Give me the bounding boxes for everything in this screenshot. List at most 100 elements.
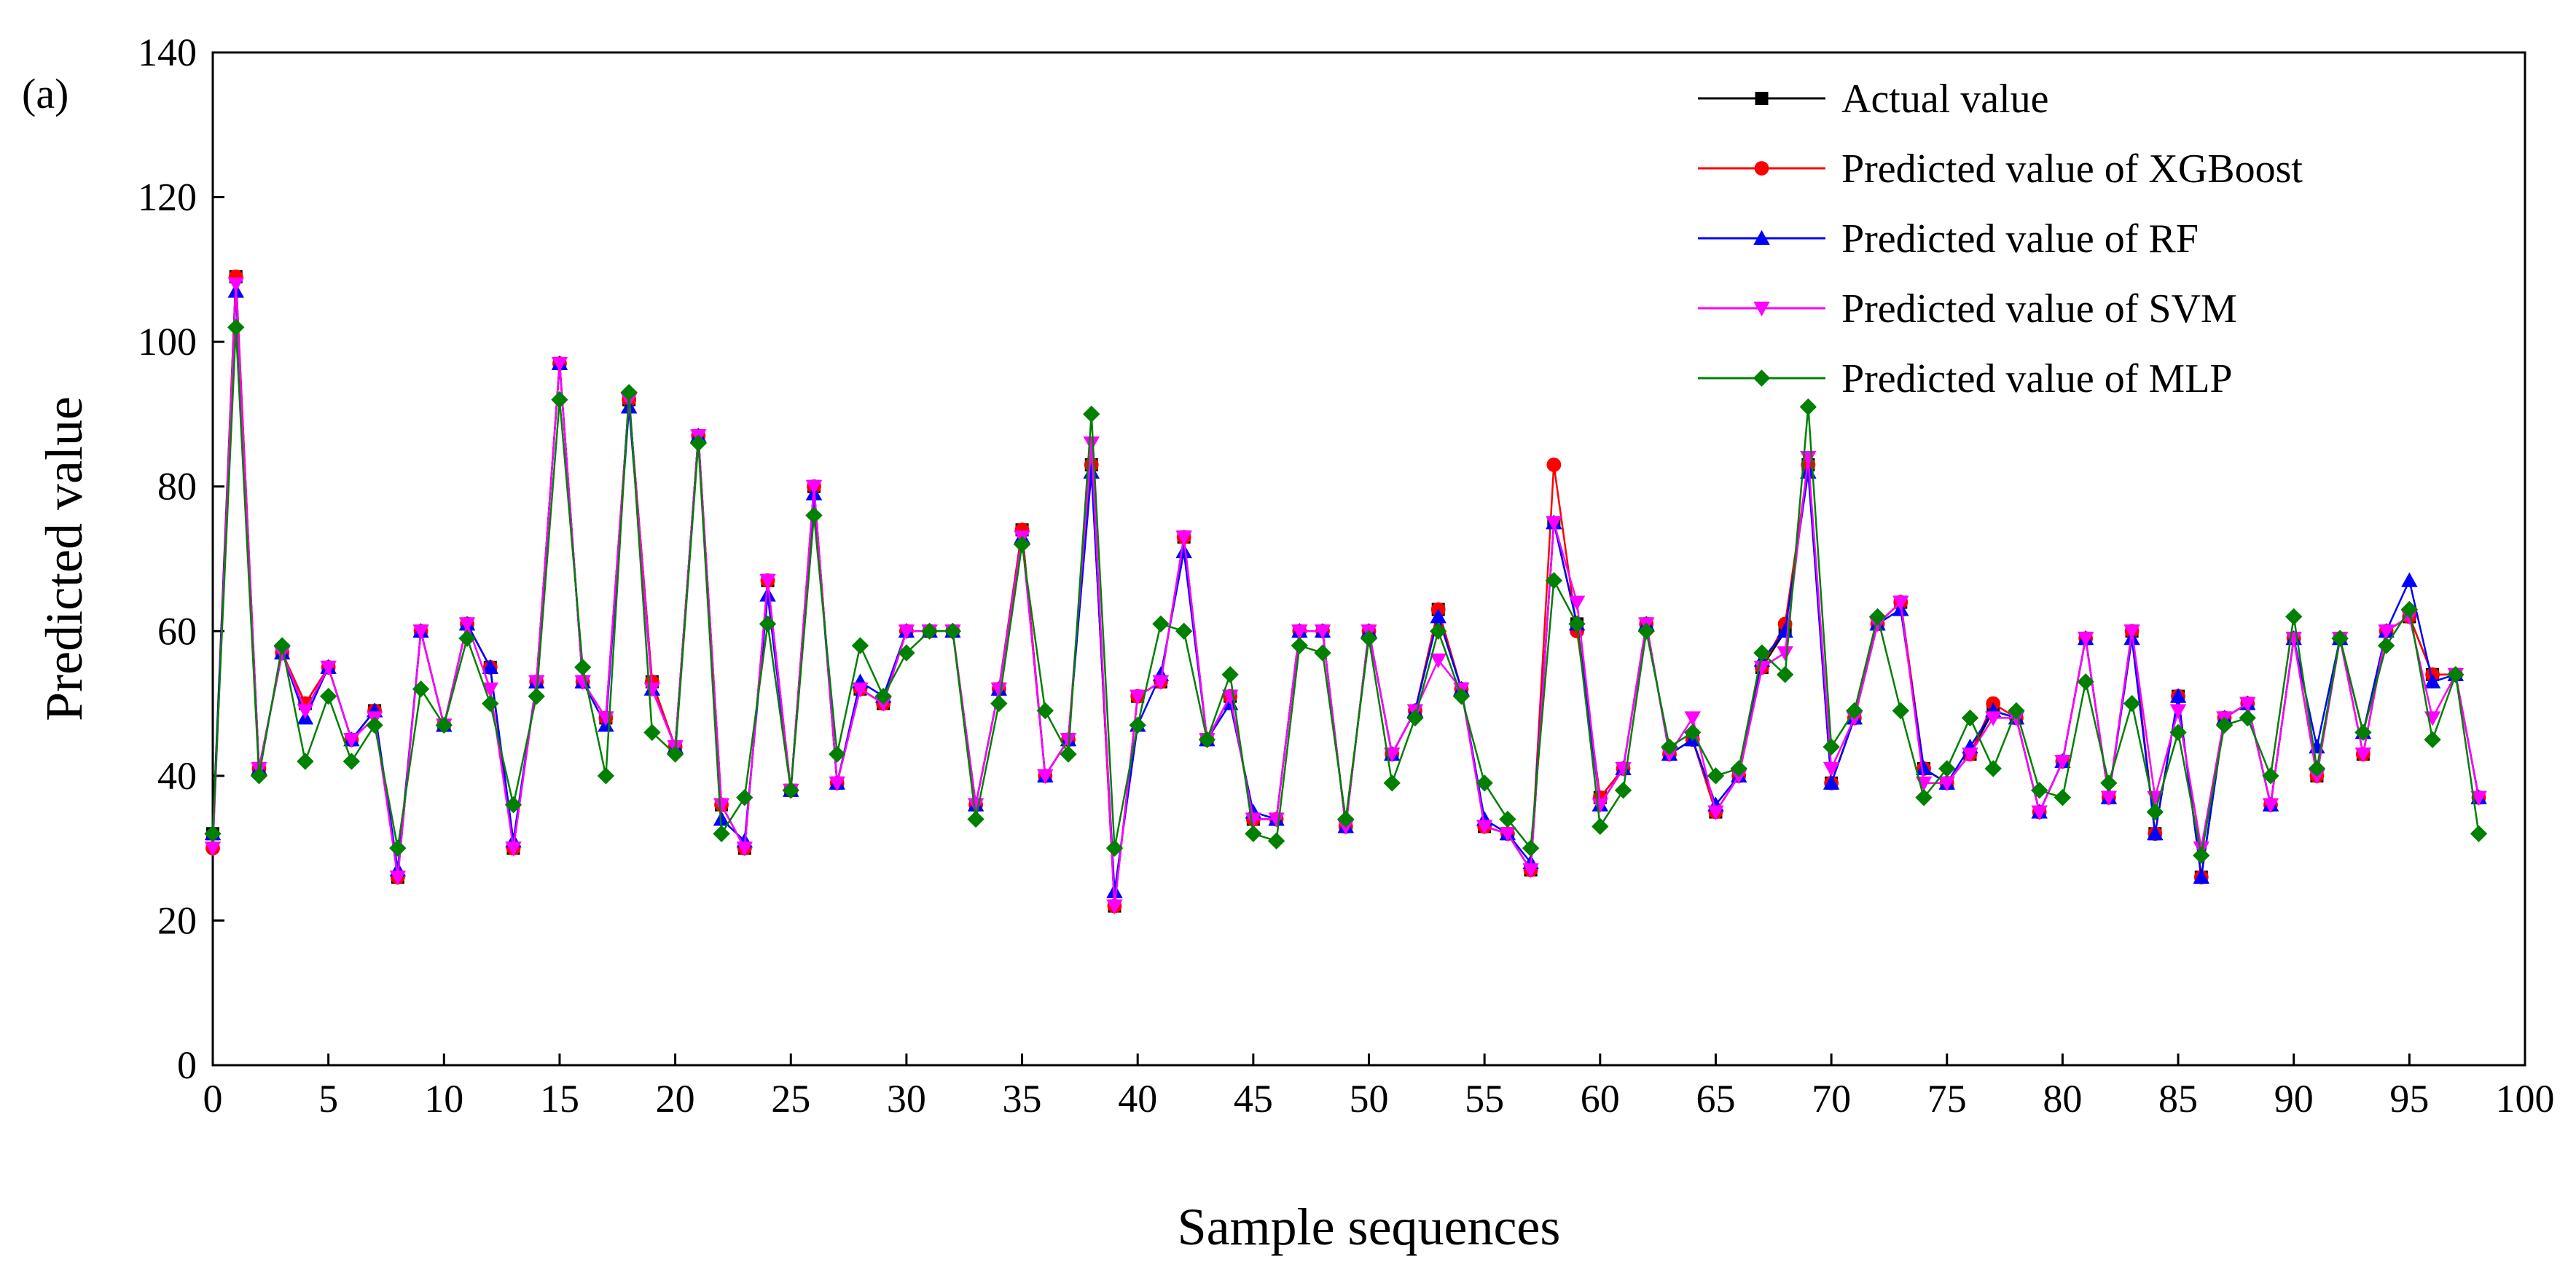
- data-point: [435, 716, 453, 734]
- data-point: [1152, 675, 1170, 691]
- data-point: [1406, 709, 1424, 727]
- data-point: [2169, 704, 2187, 719]
- data-point: [805, 506, 823, 525]
- x-tick-label: 100: [2496, 1077, 2555, 1121]
- y-tick-label: 140: [138, 31, 197, 74]
- data-point: [597, 767, 615, 785]
- x-tick-label: 30: [887, 1077, 926, 1121]
- data-point: [2100, 791, 2118, 806]
- legend-marker: [1753, 230, 1770, 245]
- data-point: [528, 687, 545, 705]
- data-point: [297, 753, 314, 770]
- legend-marker: [1753, 302, 1770, 317]
- x-tick-label: 55: [1465, 1077, 1504, 1121]
- data-point: [412, 680, 430, 698]
- data-point: [1175, 622, 1193, 640]
- data-point: [1661, 738, 1678, 756]
- data-point: [1568, 595, 1586, 611]
- x-tick-label: 35: [1003, 1077, 1042, 1121]
- data-point: [2262, 767, 2279, 785]
- panel-label: (a): [22, 70, 68, 117]
- data-point: [759, 573, 776, 589]
- data-point: [1892, 595, 1909, 611]
- data-point: [2354, 748, 2372, 763]
- data-point: [2239, 697, 2256, 712]
- series-4: [204, 318, 2488, 864]
- data-point: [1915, 760, 1933, 775]
- data-point: [759, 587, 776, 602]
- data-point: [1776, 666, 1794, 683]
- data-point: [458, 629, 476, 647]
- data-point: [1383, 774, 1401, 792]
- data-point: [643, 682, 661, 697]
- data-point: [1175, 530, 1192, 546]
- data-point: [1267, 832, 1285, 850]
- data-point: [1291, 624, 1308, 640]
- data-point: [874, 687, 892, 705]
- data-point: [2169, 723, 2187, 741]
- data-point: [574, 675, 591, 691]
- data-point: [1823, 761, 1840, 777]
- data-point: [227, 277, 244, 292]
- data-point: [898, 644, 915, 662]
- data-point: [2100, 774, 2118, 792]
- data-point: [319, 687, 337, 705]
- data-point: [1614, 782, 1632, 799]
- data-point: [297, 704, 314, 719]
- y-axis-ticks: 0 20 40 60 80 100 120 140: [138, 31, 224, 1087]
- data-point: [920, 622, 939, 640]
- data-point: [990, 694, 1008, 713]
- data-point: [967, 810, 984, 828]
- data-point: [1198, 731, 1216, 748]
- data-point: [2193, 847, 2210, 864]
- data-point: [1707, 767, 1725, 785]
- data-point: [482, 659, 499, 674]
- data-point: [1707, 805, 1724, 820]
- data-point: [1360, 629, 1378, 647]
- x-tick-label: 50: [1350, 1077, 1389, 1121]
- data-point: [851, 637, 869, 654]
- data-point: [1961, 709, 1979, 727]
- data-point: [1799, 398, 1817, 416]
- data-point: [1938, 760, 1956, 777]
- data-point: [482, 694, 499, 713]
- data-point: [320, 660, 337, 676]
- data-point: [573, 659, 592, 676]
- data-point: [2123, 694, 2141, 713]
- data-point: [1592, 798, 1609, 813]
- data-point: [2424, 673, 2441, 689]
- data-point: [1105, 839, 1124, 857]
- data-point: [1915, 788, 1933, 807]
- legend-label: Predicted value of MLP: [1841, 356, 2233, 401]
- x-tick-label: 65: [1696, 1077, 1735, 1121]
- data-point: [458, 617, 476, 632]
- x-tick-label: 5: [318, 1077, 338, 1121]
- legend-marker: [1755, 92, 1769, 105]
- data-point: [1429, 622, 1447, 640]
- x-tick-label: 95: [2389, 1077, 2429, 1121]
- data-point: [343, 733, 360, 748]
- data-point: [1152, 615, 1170, 633]
- data-point: [1637, 622, 1655, 640]
- data-point: [1083, 405, 1100, 423]
- data-point: [2401, 572, 2418, 587]
- data-point: [227, 318, 245, 336]
- data-point: [2077, 632, 2094, 647]
- data-point: [2008, 702, 2025, 720]
- data-point: [389, 839, 407, 857]
- data-point: [1291, 637, 1309, 654]
- data-point: [713, 825, 730, 842]
- data-point: [2169, 688, 2187, 703]
- data-point: [1753, 660, 1771, 676]
- data-point: [1522, 863, 1539, 879]
- data-point: [2377, 637, 2395, 654]
- data-point: [1522, 839, 1540, 857]
- legend-item: Predicted value of XGBoost: [1698, 146, 2303, 192]
- series-layer: [204, 269, 2488, 914]
- legend-label: Actual value: [1841, 77, 2049, 122]
- x-tick-label: 60: [1581, 1077, 1620, 1121]
- data-point: [852, 682, 869, 697]
- data-point: [1036, 702, 1054, 720]
- x-tick-label: 85: [2158, 1077, 2198, 1121]
- data-point: [2308, 760, 2326, 777]
